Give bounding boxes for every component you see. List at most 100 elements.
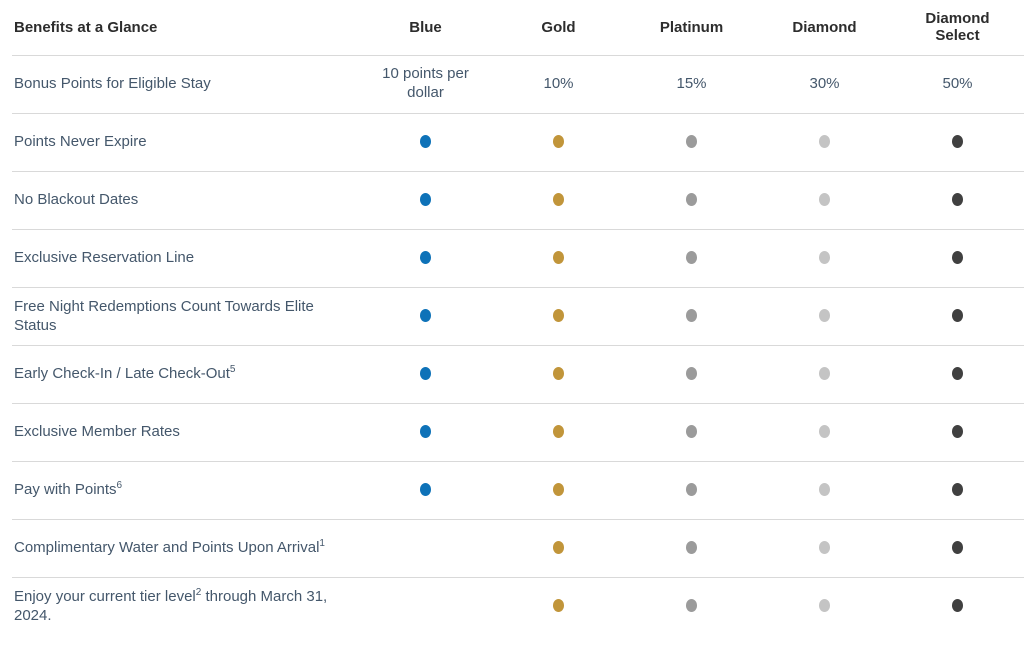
benefit-label: Free Night Redemptions Count Towards Eli… — [12, 286, 359, 345]
benefit-dot-cell — [492, 170, 625, 229]
diamond-select-dot — [952, 367, 963, 381]
benefit-dot-cell — [625, 344, 758, 403]
table-header: Benefits at a Glance Blue Gold Platinum … — [12, 0, 1024, 56]
platinum-dot — [686, 251, 697, 265]
gold-dot — [553, 425, 564, 439]
benefit-dot-cell — [758, 170, 891, 229]
benefit-dot-cell — [758, 112, 891, 171]
benefit-dot-cell — [891, 112, 1024, 171]
blue-dot — [420, 309, 431, 323]
diamond-select-dot — [952, 193, 963, 207]
benefit-dot-cell — [625, 576, 758, 635]
benefit-label-text: No Blackout Dates — [14, 191, 139, 209]
benefit-dot-cell — [891, 286, 1024, 345]
diamond-select-dot — [952, 425, 963, 439]
benefit-dot-cell — [758, 576, 891, 635]
benefit-dot-cell — [359, 286, 492, 345]
gold-dot — [553, 541, 564, 555]
benefit-dot-cell — [492, 286, 625, 345]
platinum-dot — [686, 483, 697, 497]
benefit-label-text: Enjoy your current tier level — [14, 587, 196, 605]
header-row: Benefits at a Glance Blue Gold Platinum … — [12, 0, 1024, 56]
table-row: Exclusive Reservation Line — [12, 228, 1024, 287]
benefit-dot-cell — [625, 112, 758, 171]
benefit-dot-cell — [492, 460, 625, 519]
diamond-dot — [819, 135, 830, 149]
blue-dot — [420, 483, 431, 497]
platinum-dot — [686, 135, 697, 149]
benefit-label: Points Never Expire — [12, 112, 359, 171]
table-row: Exclusive Member Rates — [12, 402, 1024, 461]
diamond-select-dot — [952, 599, 963, 613]
benefit-dot-cell — [891, 460, 1024, 519]
table-row: Complimentary Water and Points Upon Arri… — [12, 518, 1024, 577]
diamond-dot — [819, 367, 830, 381]
benefit-dot-cell — [891, 576, 1024, 635]
column-header-diamond: Diamond — [758, 0, 891, 56]
benefit-label-text: Bonus Points for Eligible Stay — [14, 75, 211, 93]
benefit-dot-cell — [891, 228, 1024, 287]
diamond-dot — [819, 251, 830, 265]
column-header-diamond-select: Diamond Select — [891, 0, 1024, 56]
diamond-select-dot — [952, 483, 963, 497]
benefit-dot-cell — [625, 402, 758, 461]
benefits-table: Benefits at a Glance Blue Gold Platinum … — [12, 0, 1024, 635]
table-row: Enjoy your current tier level2 through M… — [12, 576, 1024, 635]
benefit-label: Exclusive Member Rates — [12, 402, 359, 461]
diamond-dot — [819, 541, 830, 555]
platinum-dot — [686, 599, 697, 613]
column-header-diamond-select-label: Diamond Select — [925, 10, 990, 45]
benefit-dot-cell — [625, 228, 758, 287]
benefit-dot-cell — [891, 170, 1024, 229]
platinum-dot — [686, 309, 697, 323]
footnote-superscript: 6 — [116, 480, 123, 492]
benefit-dot-cell — [492, 518, 625, 577]
benefit-dot-cell — [891, 402, 1024, 461]
benefit-dot-cell — [758, 344, 891, 403]
platinum-dot — [686, 193, 697, 207]
table-row: Bonus Points for Eligible Stay 10 points … — [12, 54, 1024, 113]
benefit-label-text: Complimentary Water and Points Upon Arri… — [14, 539, 320, 557]
gold-dot — [553, 193, 564, 207]
benefit-value — [359, 518, 492, 577]
benefit-dot-cell — [359, 460, 492, 519]
benefit-label: Early Check-In / Late Check-Out5 — [12, 344, 359, 403]
diamond-dot — [819, 483, 830, 497]
benefit-dot-cell — [359, 344, 492, 403]
benefit-label: Enjoy your current tier level2 through M… — [12, 576, 359, 635]
column-header-blue: Blue — [359, 0, 492, 56]
diamond-select-dot — [952, 135, 963, 149]
platinum-dot — [686, 367, 697, 381]
table-row: Points Never Expire — [12, 112, 1024, 171]
benefit-label-text: through March 31, 2024. — [14, 587, 328, 625]
footnote-superscript: 2 — [195, 586, 202, 598]
benefit-dot-cell — [891, 518, 1024, 577]
gold-dot — [553, 309, 564, 323]
diamond-dot — [819, 193, 830, 207]
diamond-select-dot — [952, 251, 963, 265]
blue-dot — [420, 425, 431, 439]
benefit-dot-cell — [625, 518, 758, 577]
benefit-value — [359, 576, 492, 635]
benefit-label-text: Early Check-In / Late Check-Out — [14, 365, 230, 383]
diamond-select-dot — [952, 541, 963, 555]
benefit-label: No Blackout Dates — [12, 170, 359, 229]
benefit-dot-cell — [625, 170, 758, 229]
blue-dot — [420, 135, 431, 149]
benefit-dot-cell — [359, 170, 492, 229]
diamond-dot — [819, 425, 830, 439]
platinum-dot — [686, 425, 697, 439]
benefit-dot-cell — [492, 402, 625, 461]
diamond-dot — [819, 309, 830, 323]
benefit-dot-cell — [492, 112, 625, 171]
diamond-select-dot — [952, 309, 963, 323]
gold-dot — [553, 135, 564, 149]
table-row: Free Night Redemptions Count Towards Eli… — [12, 286, 1024, 345]
benefit-value: 50% — [891, 54, 1024, 113]
platinum-dot — [686, 541, 697, 555]
benefit-dot-cell — [758, 228, 891, 287]
benefit-dot-cell — [359, 402, 492, 461]
gold-dot — [553, 251, 564, 265]
benefit-label: Complimentary Water and Points Upon Arri… — [12, 518, 359, 577]
